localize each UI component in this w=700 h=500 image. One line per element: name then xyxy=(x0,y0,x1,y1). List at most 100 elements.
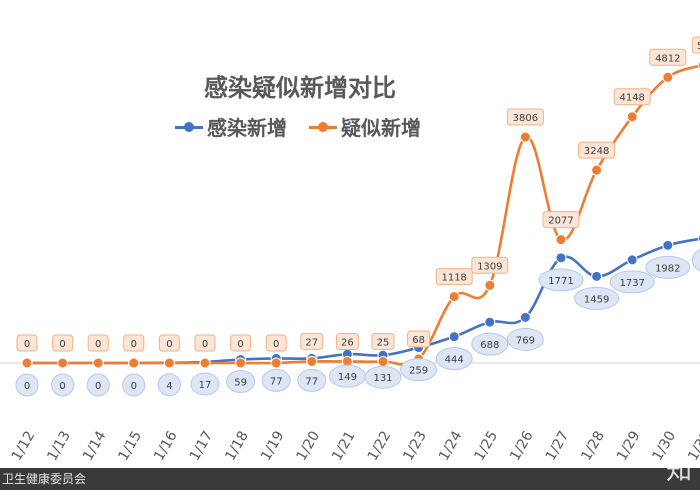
legend-item-infected: 感染新增 xyxy=(175,112,287,141)
point-suspected-7 xyxy=(270,357,282,369)
point-suspected-13 xyxy=(484,279,496,291)
data-label-bg-suspected-9 xyxy=(335,332,359,350)
point-suspected-17 xyxy=(626,111,638,123)
data-label-suspected-11: 68 xyxy=(412,335,425,346)
data-label-infected-17: 1737 xyxy=(619,278,644,289)
data-label-bg-suspected-12 xyxy=(435,268,473,286)
series-line-suspected xyxy=(26,64,700,367)
data-label-infected-13: 688 xyxy=(480,340,499,351)
x-tick-label-6: 1/18 xyxy=(222,428,252,463)
data-label-layer: 0 0 0 0 4 17 59 77 77 149 131 259 444 688 769 1771 1459 1… xyxy=(15,36,700,397)
data-label-bg-suspected-17 xyxy=(613,88,651,106)
x-tick-label-7: 1/19 xyxy=(258,428,288,463)
point-infected-16 xyxy=(591,270,603,282)
x-tick-label-10: 1/22 xyxy=(365,428,395,463)
data-label-bg-infected-19 xyxy=(691,249,700,272)
data-label-bg-suspected-19 xyxy=(691,36,700,54)
source-footer: 卫生健康委员会 xyxy=(0,468,700,490)
point-infected-12 xyxy=(448,331,460,343)
data-label-suspected-10: 25 xyxy=(377,338,390,349)
data-label-bg-suspected-15 xyxy=(542,211,580,229)
x-tick-label-13: 1/25 xyxy=(472,428,502,463)
series-layer xyxy=(21,60,700,369)
data-label-infected-8: 77 xyxy=(305,376,318,387)
watermark: 知 xyxy=(665,456,694,486)
point-suspected-18 xyxy=(662,71,674,83)
data-label-suspected-19: 50 xyxy=(697,41,700,52)
data-label-infected-1: 0 xyxy=(59,381,65,392)
x-tick-label-16: 1/28 xyxy=(578,428,608,463)
point-infected-17 xyxy=(626,254,638,266)
data-label-suspected-17: 4148 xyxy=(619,93,644,104)
data-label-suspected-5: 0 xyxy=(202,339,208,350)
data-label-suspected-13: 1309 xyxy=(477,261,502,272)
data-label-suspected-14: 3806 xyxy=(513,113,538,124)
source-text: 卫生健康委员会 xyxy=(2,472,87,486)
data-label-suspected-6: 0 xyxy=(237,339,243,350)
data-label-bg-infected-8 xyxy=(297,368,327,392)
point-suspected-14 xyxy=(519,131,531,143)
data-label-infected-10: 131 xyxy=(373,373,392,384)
point-suspected-1 xyxy=(57,357,69,369)
data-label-infected-15: 1771 xyxy=(548,276,573,287)
data-label-infected-5: 17 xyxy=(199,380,212,391)
point-infected-18 xyxy=(662,239,674,251)
legend-item-suspected: 疑似新增 xyxy=(309,112,421,141)
data-label-bg-infected-11 xyxy=(400,358,438,382)
data-label-infected-16: 1459 xyxy=(584,294,609,305)
data-label-bg-infected-13 xyxy=(471,332,509,356)
data-label-infected-4: 4 xyxy=(166,381,172,392)
legend-marker-suspected xyxy=(309,121,337,133)
data-label-suspected-12: 1118 xyxy=(441,273,466,284)
data-label-infected-7: 77 xyxy=(270,376,283,387)
data-label-bg-infected-0 xyxy=(15,373,39,397)
point-suspected-8 xyxy=(306,355,318,367)
point-infected-15 xyxy=(555,252,567,264)
data-label-suspected-3: 0 xyxy=(131,339,137,350)
point-suspected-2 xyxy=(92,357,104,369)
data-label-bg-suspected-7 xyxy=(265,334,287,352)
data-label-suspected-15: 2077 xyxy=(548,216,573,227)
legend-label-suspected: 疑似新增 xyxy=(341,116,421,140)
point-infected-13 xyxy=(484,316,496,328)
data-label-bg-suspected-14 xyxy=(506,108,544,126)
data-label-infected-14: 769 xyxy=(516,335,535,346)
data-label-bg-infected-5 xyxy=(190,372,220,396)
data-label-bg-infected-15 xyxy=(538,268,584,292)
data-label-suspected-18: 4812 xyxy=(655,53,680,64)
data-label-suspected-1: 0 xyxy=(59,339,65,350)
data-label-bg-infected-17 xyxy=(609,270,655,294)
data-label-infected-2: 0 xyxy=(95,381,101,392)
point-suspected-15 xyxy=(555,234,567,246)
point-suspected-3 xyxy=(128,357,140,369)
data-label-suspected-16: 3248 xyxy=(584,146,609,157)
x-tick-label-9: 1/21 xyxy=(329,428,359,463)
data-label-suspected-0: 0 xyxy=(24,339,30,350)
x-tick-label-8: 1/20 xyxy=(294,428,324,463)
data-label-bg-suspected-2 xyxy=(87,334,109,352)
point-suspected-4 xyxy=(163,357,175,369)
data-label-bg-infected-4 xyxy=(157,373,181,397)
data-label-bg-infected-2 xyxy=(86,373,110,397)
point-infected-14 xyxy=(519,311,531,323)
legend-label-infected: 感染新增 xyxy=(207,116,287,140)
data-label-suspected-2: 0 xyxy=(95,339,101,350)
data-label-infected-12: 444 xyxy=(445,355,464,366)
data-label-suspected-9: 26 xyxy=(341,337,354,348)
data-label-suspected-7: 0 xyxy=(273,339,279,350)
data-label-bg-infected-16 xyxy=(574,286,620,310)
data-label-bg-suspected-16 xyxy=(578,141,616,159)
point-suspected-12 xyxy=(448,291,460,303)
data-label-bg-suspected-6 xyxy=(230,334,252,352)
data-label-bg-suspected-4 xyxy=(158,334,180,352)
data-label-bg-suspected-13 xyxy=(471,256,509,274)
x-tick-label-1: 1/13 xyxy=(44,428,74,463)
chart-title: 感染疑似新增对比 xyxy=(204,74,396,102)
point-suspected-10 xyxy=(377,356,389,368)
chart-legend: 感染新增 疑似新增 xyxy=(175,112,421,141)
data-label-bg-suspected-8 xyxy=(300,332,324,350)
data-label-bg-suspected-1 xyxy=(52,334,74,352)
x-tick-label-17: 1/29 xyxy=(614,428,644,463)
